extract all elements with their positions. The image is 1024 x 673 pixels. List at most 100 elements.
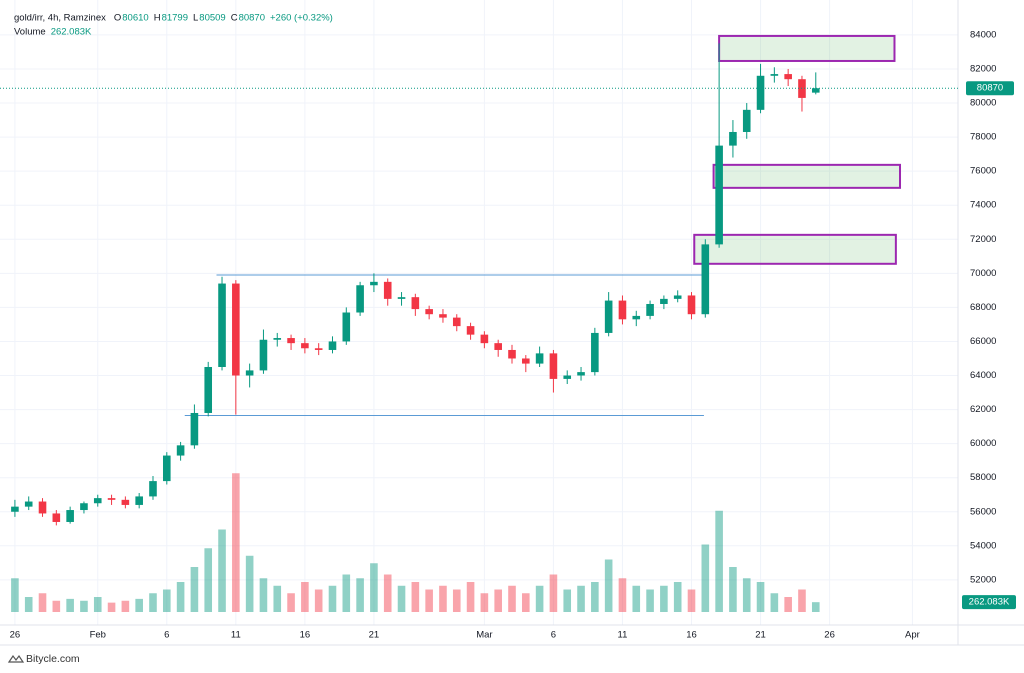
volume-bar [259, 578, 268, 612]
volume-bar [24, 597, 33, 612]
x-tick-label: Feb [90, 630, 106, 641]
volume-bar [632, 585, 641, 612]
volume-bar [149, 593, 157, 612]
candle-body [729, 131, 737, 146]
candle-body [52, 513, 61, 522]
candle-body [370, 281, 378, 286]
price-badge-text: 80870 [977, 83, 1003, 94]
candle-body [232, 283, 240, 376]
volume-bar [577, 585, 585, 612]
volume-bar [715, 510, 723, 612]
candle-body [411, 297, 420, 310]
zone [718, 34, 896, 62]
legend-volume-title: Volume [14, 27, 46, 38]
price-badge [966, 81, 1014, 96]
volume-bar [742, 578, 751, 612]
volume-bar [370, 563, 378, 612]
volume-bar [273, 585, 282, 612]
x-tick-label: 11 [231, 630, 241, 641]
y-tick-label: 76000 [970, 166, 996, 177]
volume-bar [549, 574, 558, 612]
volume-bar [176, 582, 185, 612]
volume-badge [962, 595, 1016, 610]
zone [712, 163, 902, 189]
x-tick-label: 21 [369, 630, 380, 641]
volume-bar [38, 593, 47, 612]
volume-bar [383, 574, 392, 612]
candle-body [618, 300, 627, 320]
x-tick-label: 26 [10, 630, 21, 641]
candle-body [508, 349, 516, 359]
volume-bar [190, 567, 199, 612]
candle-body [190, 412, 199, 446]
x-tick-label: Apr [905, 630, 920, 641]
y-tick-label: 64000 [970, 370, 996, 381]
candle-body [494, 343, 502, 350]
x-tick-label: 26 [824, 630, 835, 641]
volume-bar [494, 589, 502, 612]
candle-body [715, 145, 723, 245]
y-tick-label: 68000 [970, 302, 996, 313]
candle-body [245, 370, 254, 376]
candle-body [287, 338, 295, 344]
x-tick-label: 16 [686, 630, 697, 641]
candle-body [66, 510, 74, 522]
volume-bar [80, 600, 88, 612]
candle-body [480, 334, 489, 344]
y-tick-label: 62000 [970, 404, 996, 415]
candle-body [218, 283, 226, 367]
candle-body [439, 314, 447, 318]
volume-bar [425, 589, 433, 612]
y-tick-label: 72000 [970, 234, 996, 245]
y-tick-label: 84000 [970, 29, 996, 40]
volume-bar [618, 578, 627, 612]
volume-bar [162, 589, 171, 612]
candle-body [563, 375, 572, 379]
candle-body [328, 341, 337, 350]
volume-bar [687, 589, 696, 612]
volume-bar [301, 582, 309, 612]
y-tick-label: 74000 [970, 200, 996, 211]
volume-bar [66, 598, 74, 612]
candle-body [93, 498, 102, 504]
candle-body [784, 74, 792, 80]
candle-body [452, 317, 461, 327]
volume-bar [563, 589, 572, 612]
legend-ohlc-letter: O [114, 13, 121, 24]
candle-body [770, 74, 779, 76]
volume-bar [439, 585, 447, 612]
volume-bar [52, 600, 61, 612]
y-tick-label: 70000 [970, 268, 996, 279]
volume-bar [798, 589, 806, 612]
footer-text: Bitycle.com [26, 653, 80, 665]
legend-ohlc-letter: L [193, 13, 198, 24]
legend-volume-value: 262.083K [51, 27, 92, 38]
legend-ohlc-value: 81799 [162, 13, 188, 24]
candle-body [24, 501, 33, 507]
candle-body [11, 506, 19, 512]
volume-bar [356, 578, 364, 612]
legend-ohlc-value: 80610 [122, 13, 148, 24]
volume-bar [522, 593, 530, 612]
zone [693, 233, 897, 265]
candle-body [660, 298, 668, 304]
x-tick-label: 16 [300, 630, 311, 641]
volume-bar [480, 593, 489, 612]
volume-bar [591, 582, 599, 612]
x-tick-label: 21 [755, 630, 766, 641]
volume-bar [397, 585, 406, 612]
candle-body [314, 348, 323, 350]
candle-body [162, 455, 171, 482]
candle-body [522, 358, 530, 364]
candle-body [176, 445, 185, 456]
candle-body [149, 481, 157, 497]
volume-bar [314, 589, 323, 612]
volume-bar [218, 529, 226, 612]
candle-body [591, 332, 599, 373]
volume-bar [245, 555, 254, 612]
volume-bar [756, 582, 765, 612]
volume-bar [93, 597, 102, 612]
volume-bar [508, 585, 516, 612]
y-tick-label: 52000 [970, 574, 996, 585]
